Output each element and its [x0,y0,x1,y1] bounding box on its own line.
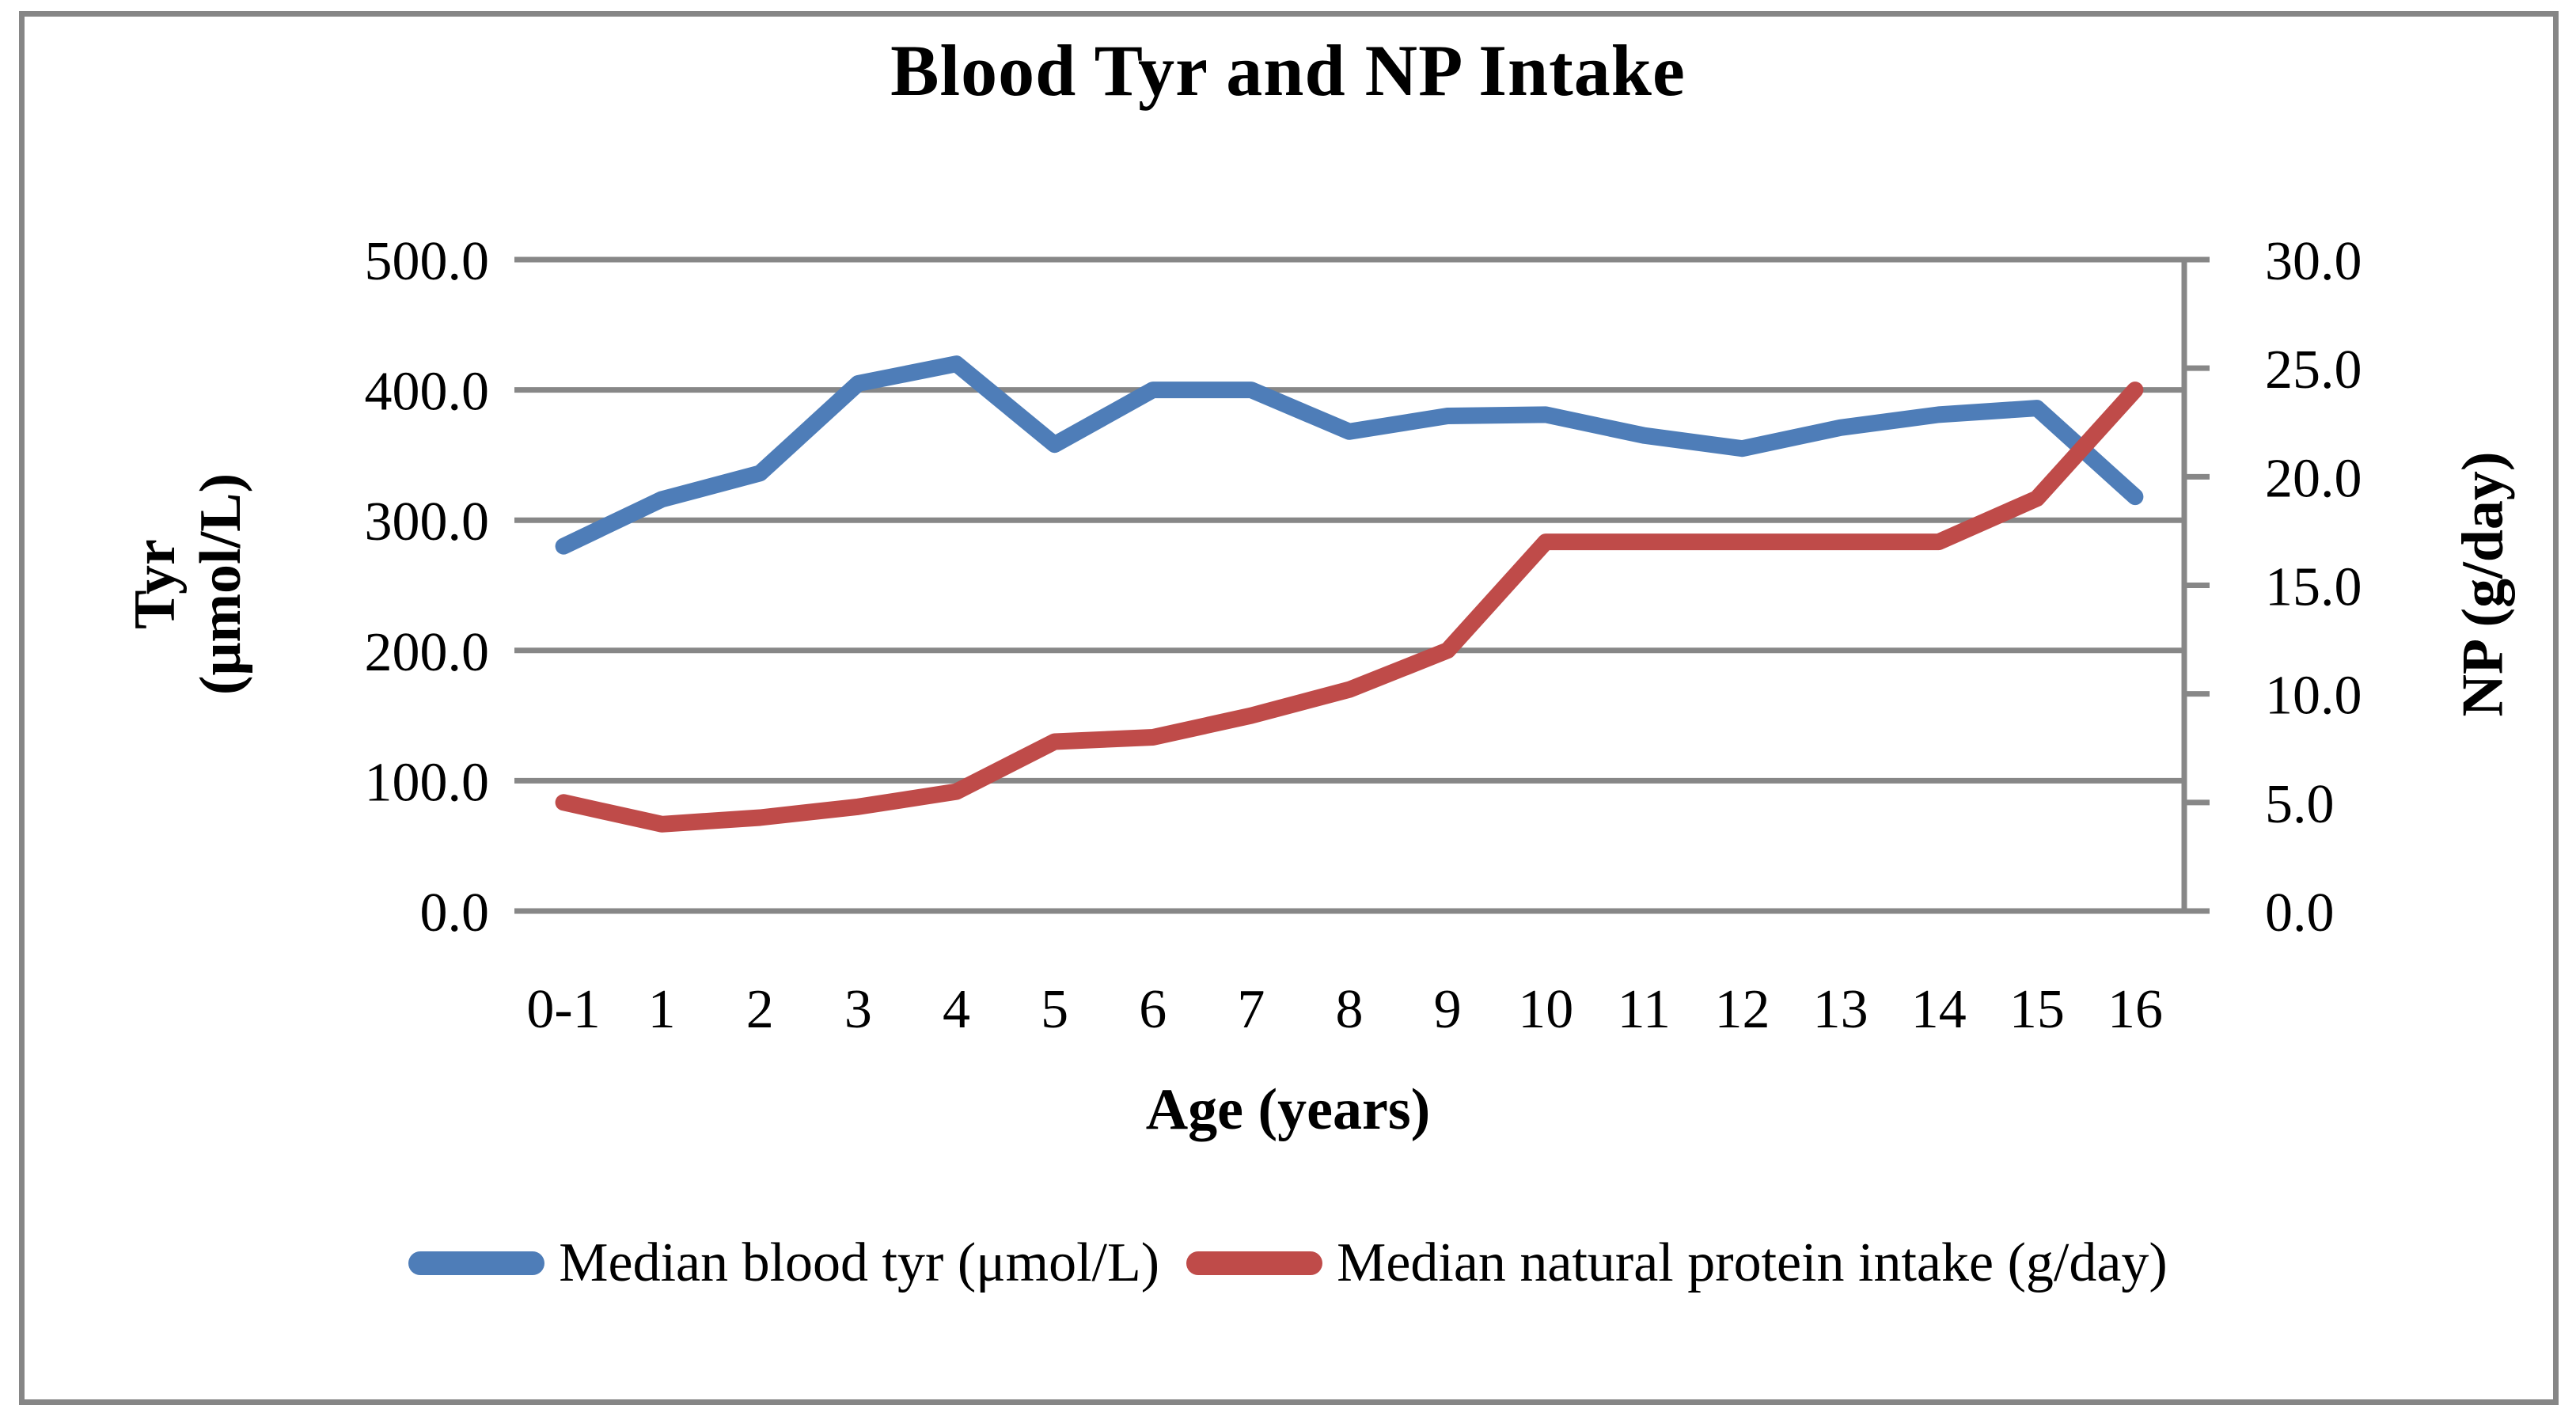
left-axis-tick-label: 400.0 [365,362,490,423]
x-axis-tick-label: 2 [746,979,774,1040]
x-axis-tick-label: 10 [1518,979,1573,1040]
legend-label-natural-protein: Median natural protein intake (g/day) [1337,1232,2168,1293]
legend-item-blood-tyr: Median blood tyr (μmol/L) [408,1232,1159,1295]
x-axis-tick-label: 16 [2107,979,2163,1040]
x-axis-title: Age (years) [1145,1077,1431,1142]
right-axis-tick-label: 5.0 [2265,774,2335,835]
legend-swatch-blood-tyr [408,1251,545,1275]
left-axis-tick-label: 200.0 [365,622,490,683]
legend-swatch-natural-protein [1186,1251,1323,1275]
x-axis-tick-label: 12 [1714,979,1770,1040]
x-axis-tick-label: 13 [1813,979,1868,1040]
x-axis-tick-label: 8 [1336,979,1364,1040]
right-axis-tick-label: 10.0 [2265,666,2362,727]
right-axis-tick-label: 25.0 [2265,340,2362,401]
left-axis-title-line1: Tyr [123,539,188,629]
right-axis-tick-label: 15.0 [2265,557,2362,618]
x-axis-tick-label: 9 [1434,979,1462,1040]
series-line-blood-tyr [555,355,2144,555]
chart-border [19,11,2559,1405]
x-axis-tick-label: 7 [1237,979,1265,1040]
left-axis-title-line2: (μmol/L) [188,473,253,696]
x-axis-tick-label: 4 [943,979,970,1040]
right-axis-tick-label: 20.0 [2265,448,2362,509]
right-axis-tick-label: 0.0 [2265,883,2335,943]
chart-title: Blood Tyr and NP Intake [890,30,1686,111]
right-axis-tick-label: 30.0 [2265,231,2362,292]
x-axis-tick-label: 11 [1618,979,1671,1040]
x-axis-tick-label: 15 [2009,979,2065,1040]
left-axis-tick-label: 0.0 [420,883,490,943]
legend: Median blood tyr (μmol/L) Median natural… [0,1232,2576,1295]
legend-label-blood-tyr: Median blood tyr (μmol/L) [559,1232,1160,1293]
left-axis-tick-label: 500.0 [365,231,490,292]
left-axis-tick-label: 300.0 [365,492,490,552]
legend-item-natural-protein: Median natural protein intake (g/day) [1186,1232,2168,1295]
series-line-natural-protein [555,382,2144,833]
x-axis-tick-label: 1 [648,979,676,1040]
x-axis-tick-label: 5 [1041,979,1068,1040]
x-axis-tick-label: 14 [1911,979,1967,1040]
x-axis-tick-label: 6 [1139,979,1167,1040]
left-axis-title: Tyr (μmol/L) [123,473,254,695]
x-axis-tick-label: 0-1 [526,979,600,1040]
x-axis-tick-label: 3 [844,979,872,1040]
right-axis-title: NP (g/day) [2450,451,2516,717]
left-axis-tick-label: 100.0 [365,752,490,813]
